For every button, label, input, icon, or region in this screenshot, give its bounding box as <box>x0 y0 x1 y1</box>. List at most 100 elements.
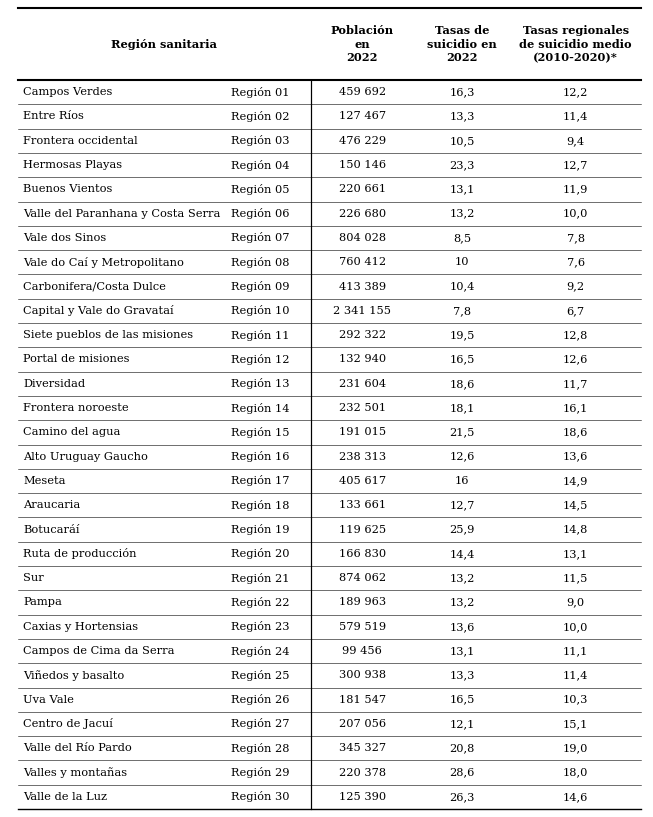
Text: 15,1: 15,1 <box>563 719 588 729</box>
Text: Región 25: Región 25 <box>231 670 289 681</box>
Text: 191 015: 191 015 <box>339 427 386 437</box>
Text: 238 313: 238 313 <box>339 452 386 462</box>
Text: Diversidad: Diversidad <box>23 379 85 389</box>
Text: Región sanitaria: Región sanitaria <box>112 38 217 50</box>
Text: Región 27: Región 27 <box>231 718 289 730</box>
Text: Región 28: Región 28 <box>231 743 289 754</box>
Text: 2 341 155: 2 341 155 <box>333 306 391 316</box>
Text: 9,2: 9,2 <box>567 282 584 292</box>
Text: 10: 10 <box>454 257 469 267</box>
Text: 220 378: 220 378 <box>339 767 386 778</box>
Text: 125 390: 125 390 <box>339 792 386 801</box>
Text: Meseta: Meseta <box>23 476 65 486</box>
Text: 20,8: 20,8 <box>449 743 475 753</box>
Text: Carbonifera/Costa Dulce: Carbonifera/Costa Dulce <box>23 282 166 292</box>
Text: Región 24: Región 24 <box>231 645 289 657</box>
Text: 13,2: 13,2 <box>449 208 475 219</box>
Text: Región 03: Región 03 <box>231 136 289 146</box>
Text: 220 661: 220 661 <box>339 185 386 194</box>
Text: 18,6: 18,6 <box>449 379 475 389</box>
Text: Región 07: Región 07 <box>231 233 289 243</box>
Text: 405 617: 405 617 <box>339 476 386 486</box>
Text: Frontera noroeste: Frontera noroeste <box>23 403 129 413</box>
Text: Región 05: Región 05 <box>231 184 289 194</box>
Text: Araucaria: Araucaria <box>23 500 80 511</box>
Text: Región 08: Región 08 <box>231 257 289 268</box>
Text: Ruta de producción: Ruta de producción <box>23 548 136 560</box>
Text: Tasas regionales
de suicidio medio
(2010-2020)*: Tasas regionales de suicidio medio (2010… <box>519 25 632 63</box>
Text: 181 547: 181 547 <box>339 694 386 704</box>
Text: 11,9: 11,9 <box>563 185 588 194</box>
Text: Región 19: Región 19 <box>231 524 289 535</box>
Text: 10,0: 10,0 <box>563 208 588 219</box>
Text: Región 20: Región 20 <box>231 548 289 560</box>
Text: Región 26: Región 26 <box>231 694 289 705</box>
Text: Región 16: Región 16 <box>231 451 289 462</box>
Text: Camino del agua: Camino del agua <box>23 427 120 437</box>
Text: 292 322: 292 322 <box>339 330 386 340</box>
Text: 12,7: 12,7 <box>563 160 588 170</box>
Text: 10,3: 10,3 <box>563 694 588 704</box>
Text: Región 10: Región 10 <box>231 306 289 316</box>
Text: 232 501: 232 501 <box>339 403 386 413</box>
Text: 189 963: 189 963 <box>339 597 386 608</box>
Text: Campos Verdes: Campos Verdes <box>23 87 112 97</box>
Text: 11,4: 11,4 <box>563 671 588 681</box>
Text: Región 17: Región 17 <box>231 475 289 486</box>
Text: Región 23: Región 23 <box>231 621 289 632</box>
Text: 14,6: 14,6 <box>563 792 588 801</box>
Text: Centro de Jacuí: Centro de Jacuí <box>23 718 113 730</box>
Text: 21,5: 21,5 <box>449 427 475 437</box>
Text: Alto Uruguay Gaucho: Alto Uruguay Gaucho <box>23 452 148 462</box>
Text: 11,4: 11,4 <box>563 111 588 122</box>
Text: 16,5: 16,5 <box>449 355 475 364</box>
Text: 10,5: 10,5 <box>449 136 475 145</box>
Text: Población
en
2022: Población en 2022 <box>330 25 394 63</box>
Text: 14,9: 14,9 <box>563 476 588 486</box>
Text: 13,6: 13,6 <box>449 622 475 632</box>
Text: 26,3: 26,3 <box>449 792 475 801</box>
Text: 13,2: 13,2 <box>449 597 475 608</box>
Text: 25,9: 25,9 <box>449 525 475 534</box>
Text: 6,7: 6,7 <box>567 306 584 316</box>
Text: 300 938: 300 938 <box>339 671 386 681</box>
Text: 7,8: 7,8 <box>453 306 471 316</box>
Text: Región 21: Región 21 <box>231 573 289 583</box>
Text: 16,5: 16,5 <box>449 694 475 704</box>
Text: Pampa: Pampa <box>23 597 62 608</box>
Text: 19,0: 19,0 <box>563 743 588 753</box>
Text: 13,1: 13,1 <box>449 646 475 656</box>
Text: 9,0: 9,0 <box>567 597 584 608</box>
Text: Valle del Paranhana y Costa Serra: Valle del Paranhana y Costa Serra <box>23 208 220 219</box>
Text: 760 412: 760 412 <box>339 257 386 267</box>
Text: 14,5: 14,5 <box>563 500 588 511</box>
Text: 16,1: 16,1 <box>563 403 588 413</box>
Text: 127 467: 127 467 <box>339 111 386 122</box>
Text: Viñedos y basalto: Viñedos y basalto <box>23 670 124 681</box>
Text: Campos de Cima da Serra: Campos de Cima da Serra <box>23 646 174 656</box>
Text: 13,2: 13,2 <box>449 574 475 583</box>
Text: 12,2: 12,2 <box>563 87 588 97</box>
Text: Región 15: Región 15 <box>231 426 289 438</box>
Text: 14,8: 14,8 <box>563 525 588 534</box>
Text: 13,1: 13,1 <box>563 549 588 559</box>
Text: Uva Vale: Uva Vale <box>23 694 74 704</box>
Text: Tasas de
suicidio en
2022: Tasas de suicidio en 2022 <box>427 25 497 63</box>
Text: 14,4: 14,4 <box>449 549 475 559</box>
Text: 119 625: 119 625 <box>339 525 386 534</box>
Text: Siete pueblos de las misiones: Siete pueblos de las misiones <box>23 330 193 340</box>
Text: Caxias y Hortensias: Caxias y Hortensias <box>23 622 138 632</box>
Text: Región 06: Región 06 <box>231 208 289 219</box>
Text: 23,3: 23,3 <box>449 160 475 170</box>
Text: Vale dos Sinos: Vale dos Sinos <box>23 233 106 243</box>
Text: Hermosas Playas: Hermosas Playas <box>23 160 122 170</box>
Text: 11,7: 11,7 <box>563 379 588 389</box>
Text: Capital y Vale do Gravataí: Capital y Vale do Gravataí <box>23 306 174 316</box>
Text: 13,6: 13,6 <box>563 452 588 462</box>
Text: Valles y montañas: Valles y montañas <box>23 767 127 778</box>
Text: 10,4: 10,4 <box>449 282 475 292</box>
Text: 804 028: 804 028 <box>339 233 386 243</box>
Text: 12,8: 12,8 <box>563 330 588 340</box>
Text: Región 01: Región 01 <box>231 87 289 98</box>
Text: 18,6: 18,6 <box>563 427 588 437</box>
